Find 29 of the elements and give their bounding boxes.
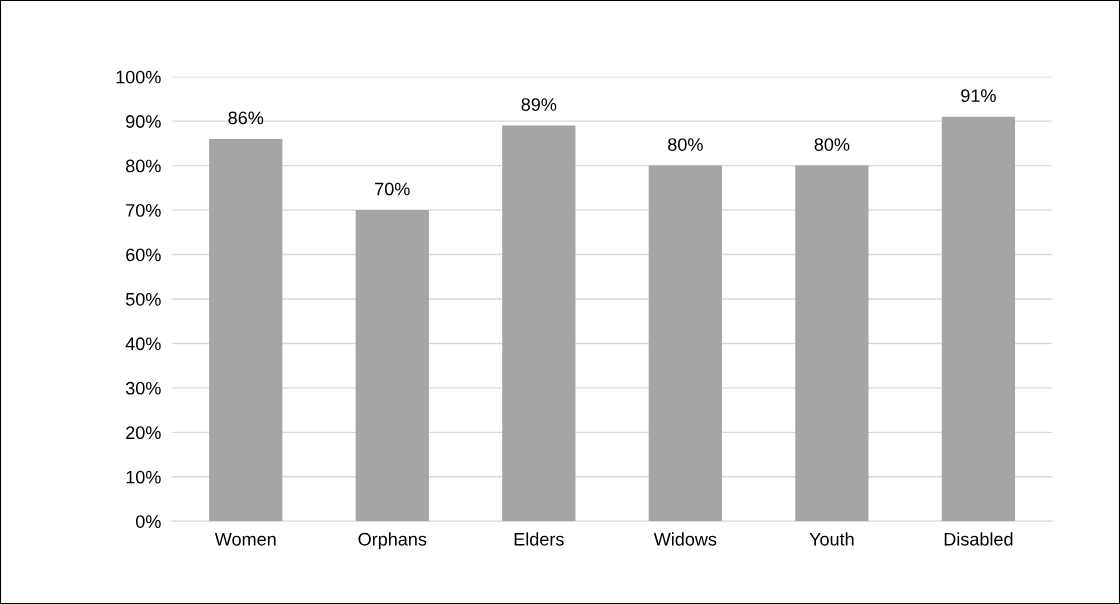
- x-tick-label: Youth: [809, 532, 854, 546]
- x-tick-label: Orphans: [358, 532, 427, 550]
- data-label: 70%: [375, 182, 410, 196]
- x-tick-label: Widows: [653, 532, 717, 546]
- y-tick-label: 60%: [126, 248, 161, 262]
- bar: [209, 138, 283, 522]
- data-label: 80%: [668, 138, 703, 151]
- y-tick-label: 30%: [125, 381, 161, 395]
- bar: [941, 116, 1016, 522]
- x-tick-label: Disabled: [944, 532, 1013, 546]
- y-tick-label: 80%: [126, 159, 161, 173]
- y-tick-label: 50%: [125, 292, 161, 306]
- bar: [795, 165, 869, 522]
- data-label: 89%: [521, 98, 557, 111]
- y-tick-label: 0%: [135, 515, 161, 528]
- y-tick-label: 90%: [126, 115, 161, 128]
- bar: [355, 210, 429, 522]
- bar: [502, 125, 576, 522]
- data-label: 80%: [814, 138, 850, 151]
- y-tick-label: 70%: [126, 204, 161, 217]
- y-tick-label: 40%: [125, 337, 161, 351]
- data-label: 86%: [228, 111, 264, 125]
- data-label: 91%: [961, 89, 996, 103]
- y-tick-label: 10%: [126, 470, 161, 484]
- x-tick-label: Elders: [514, 532, 564, 546]
- y-tick-label: 100%: [116, 70, 161, 84]
- x-tick-label: Women: [214, 533, 276, 546]
- y-tick-label: 20%: [126, 426, 161, 440]
- bar: [648, 165, 722, 522]
